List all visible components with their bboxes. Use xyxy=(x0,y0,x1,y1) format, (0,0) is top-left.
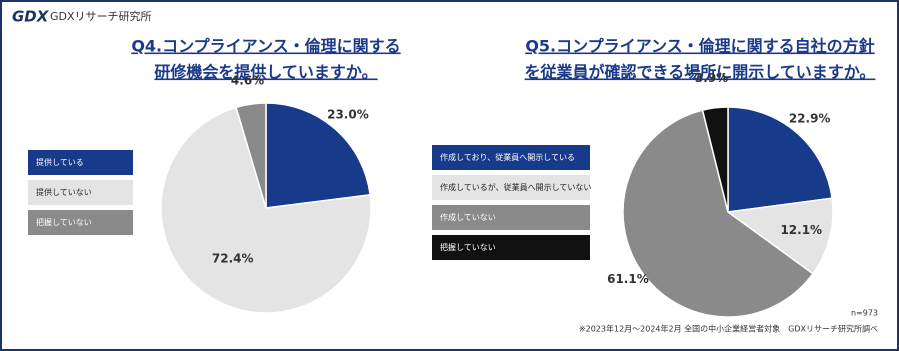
pie-slice xyxy=(160,106,372,314)
sample-size: n=973 xyxy=(851,309,878,318)
legend-swatch xyxy=(432,235,590,260)
legend-label: 把握していない xyxy=(36,217,92,227)
legend-label: 作成しており、従業員へ開示している xyxy=(440,152,575,162)
chart-title: 研修機会を提供していますか。 xyxy=(154,63,377,82)
value-label: 3.9% xyxy=(695,71,728,85)
legend-swatch xyxy=(432,205,590,230)
pie-slice xyxy=(727,106,833,213)
legend-label: 提供していない xyxy=(36,187,92,197)
value-label: 12.1% xyxy=(780,223,822,237)
chart-title: Q4.コンプライアンス・倫理に関する xyxy=(131,37,400,56)
legend-label: 提供している xyxy=(36,157,84,167)
legend-swatch xyxy=(28,210,133,235)
logo: GDX xyxy=(12,8,50,26)
chart-title: を従業員が確認できる場所に開示していますか。 xyxy=(525,63,876,82)
pie-slice xyxy=(235,102,267,209)
value-label: 72.4% xyxy=(212,252,254,266)
footnote: ※2023年12月～2024年2月 全国の中小企業経営者対象 GDXリサーチ研究… xyxy=(579,324,878,334)
legend-swatch xyxy=(28,180,133,205)
legend-label: 作成しているが、従業員へ開示していない xyxy=(440,182,591,192)
value-label: 22.9% xyxy=(789,111,831,125)
chart-title: Q5.コンプライアンス・倫理に関する自社の方針 xyxy=(525,37,874,56)
pie-slice xyxy=(726,197,834,275)
legend-label: 把握していない xyxy=(440,242,496,252)
value-label: 4.6% xyxy=(231,74,264,88)
legend-label: 作成していない xyxy=(440,212,496,222)
legend-swatch xyxy=(432,175,590,200)
pie-slice xyxy=(265,102,372,209)
legend-swatch xyxy=(28,150,133,175)
pie-slice xyxy=(701,106,729,213)
legend-swatch xyxy=(432,145,590,170)
brand: GDXリサーチ研究所 xyxy=(50,9,152,23)
pie-slice xyxy=(622,109,814,318)
value-label: 23.0% xyxy=(327,108,369,122)
value-label: 61.1% xyxy=(607,272,649,286)
